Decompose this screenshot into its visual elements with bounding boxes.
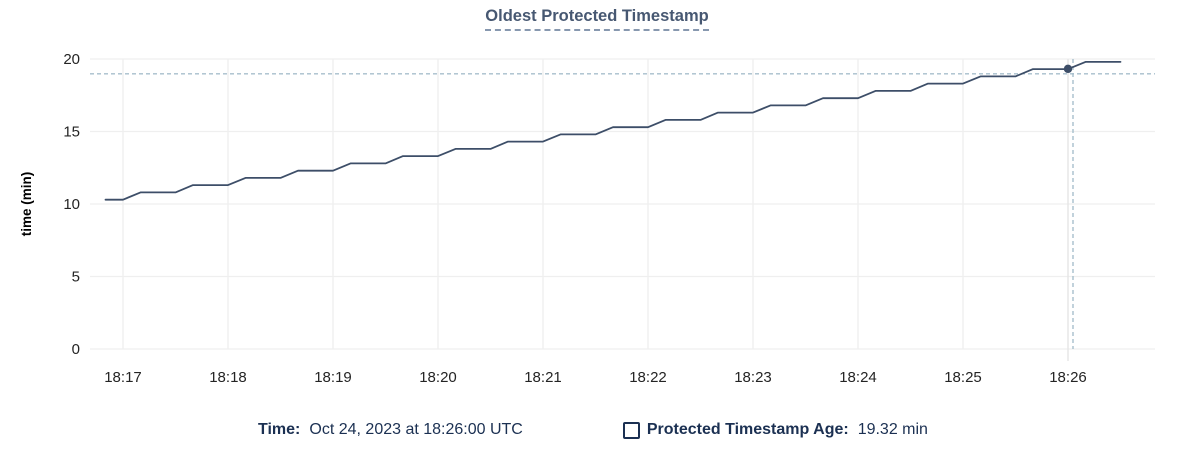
series-line <box>104 61 1122 201</box>
legend-time-value: Oct 24, 2023 at 18:26:00 UTC <box>309 421 523 438</box>
x-tick-label: 18:17 <box>104 369 142 386</box>
y-tick-label: 5 <box>72 269 80 286</box>
x-tick-label: 18:24 <box>839 369 877 386</box>
chart-title[interactable]: Oldest Protected Timestamp <box>485 7 709 31</box>
x-tick-label: 18:25 <box>944 369 982 386</box>
x-tick-label: 18:23 <box>734 369 772 386</box>
legend-series-value: 19.32 min <box>857 421 928 438</box>
y-axis-title: time (min) <box>19 172 34 237</box>
x-tick-label: 18:26 <box>1049 369 1087 386</box>
legend-time-label: Time: <box>258 421 301 438</box>
legend-time-group: Time: Oct 24, 2023 at 18:26:00 UTC <box>258 421 523 439</box>
y-tick-label: 0 <box>72 341 80 358</box>
y-tick-label: 15 <box>63 124 80 141</box>
chart-svg[interactable]: 0 5 10 15 20 18:17 18:18 18:19 18:20 18:21 18:22 18… <box>0 0 1194 400</box>
chart-legend: Time: Oct 24, 2023 at 18:26:00 UTC Prote… <box>258 421 928 439</box>
chart-title-row: Oldest Protected Timestamp <box>0 7 1194 31</box>
y-tick-label: 20 <box>63 51 80 68</box>
x-tick-label: 18:19 <box>314 369 352 386</box>
x-tick-label: 18:18 <box>209 369 247 386</box>
legend-series-label: Protected Timestamp Age: <box>646 421 849 438</box>
legend-series-group: Protected Timestamp Age: 19.32 min <box>622 421 928 439</box>
x-tick-label: 18:22 <box>629 369 667 386</box>
x-tick-label: 18:20 <box>419 369 457 386</box>
series-checkbox[interactable] <box>622 421 640 439</box>
y-tick-label: 10 <box>63 196 80 213</box>
hover-dot <box>1063 64 1073 74</box>
x-tick-label: 18:21 <box>524 369 562 386</box>
